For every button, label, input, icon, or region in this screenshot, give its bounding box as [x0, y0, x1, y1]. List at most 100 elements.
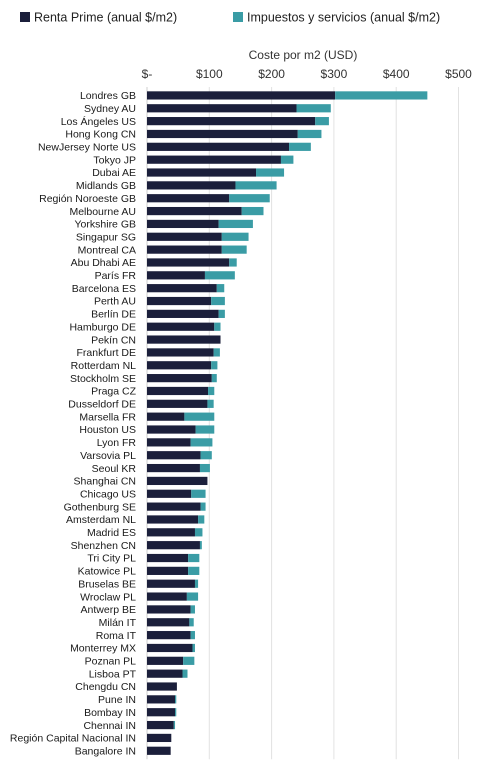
y-tick-label: Monterrey MX	[70, 643, 136, 655]
y-tick-label: Katowice PL	[78, 566, 137, 578]
y-tick-label: Londres GB	[80, 90, 136, 102]
bar-renta-prime	[147, 117, 316, 126]
bar-renta-prime	[147, 322, 215, 331]
y-tick-label: Región Capital Nacional IN	[10, 733, 136, 745]
bar-impuestos-servicios	[218, 309, 225, 318]
y-tick-label: Lyon FR	[97, 437, 137, 449]
bar-renta-prime	[147, 194, 230, 203]
y-tick-label: Melbourne AU	[69, 206, 136, 218]
x-axis-title: Coste por m2 (USD)	[249, 48, 358, 62]
bar-renta-prime	[147, 541, 200, 550]
y-tick-label: Abu Dhabi AE	[71, 257, 136, 269]
bar-renta-prime	[147, 245, 222, 254]
x-tick-label: $300	[321, 67, 348, 81]
y-tick-label: Bombay IN	[84, 707, 136, 719]
x-tick-label: $500	[445, 67, 472, 81]
bar-impuestos-servicios	[188, 553, 200, 563]
bar-renta-prime	[147, 746, 171, 755]
bar-impuestos-servicios	[184, 412, 215, 421]
y-tick-label: Yorkshire GB	[75, 219, 136, 231]
x-axis-ticks: $- $100 $200 $300 $400 $500	[142, 67, 473, 81]
y-tick-label: Gothenburg SE	[64, 501, 136, 513]
bar-impuestos-servicios	[182, 669, 188, 678]
bar-renta-prime	[147, 271, 205, 280]
bar-impuestos-servicios	[183, 656, 195, 665]
bar-impuestos-servicios	[221, 232, 249, 241]
bar-renta-prime	[147, 155, 281, 164]
y-tick-label: Singapur SG	[76, 231, 136, 243]
y-tick-label: Amsterdam NL	[66, 514, 136, 526]
bar-renta-prime	[147, 399, 208, 408]
bar-renta-prime	[147, 592, 187, 601]
y-tick-label: Hong Kong CN	[65, 129, 136, 141]
y-tick-label: Frankfurt DE	[76, 347, 136, 359]
y-tick-label: Madrid ES	[87, 527, 136, 539]
bar-renta-prime	[147, 258, 230, 267]
bar-renta-prime	[147, 476, 208, 486]
y-tick-label: Rotterdam NL	[71, 360, 137, 372]
bar-impuestos-servicios	[335, 91, 428, 100]
bar-impuestos-servicios	[216, 284, 225, 293]
y-tick-label: Sydney AU	[84, 103, 136, 115]
x-tick-label: $100	[196, 67, 223, 81]
x-tick-label: $-	[142, 67, 153, 81]
bar-renta-prime	[147, 348, 214, 357]
bar-renta-prime	[147, 425, 196, 434]
y-tick-label: Chennai IN	[83, 720, 136, 732]
bar-impuestos-servicios	[199, 541, 202, 550]
y-tick-label: Chengdu CN	[75, 681, 136, 693]
bar-impuestos-servicios	[213, 348, 220, 357]
y-tick-label: Dusseldorf DE	[68, 399, 136, 411]
bar-impuestos-servicios	[211, 374, 217, 383]
bar-renta-prime	[147, 502, 201, 511]
bar-impuestos-servicios	[221, 245, 247, 254]
bar-renta-prime	[147, 553, 189, 563]
bar-impuestos-servicios	[189, 618, 194, 627]
x-tick-label: $400	[383, 67, 410, 81]
legend-label-2: Impuestos y servicios (anual $/m2)	[247, 11, 440, 25]
bar-renta-prime	[147, 168, 257, 177]
legend-swatch-1	[20, 12, 30, 22]
y-tick-label: Chicago US	[80, 488, 136, 500]
bar-renta-prime	[147, 232, 222, 241]
bar-renta-prime	[147, 618, 190, 627]
bar-impuestos-servicios	[204, 271, 235, 280]
bar-impuestos-servicios	[173, 720, 176, 730]
bar-impuestos-servicios	[199, 463, 210, 473]
bar-renta-prime	[147, 682, 177, 691]
bar-impuestos-servicios	[190, 631, 195, 640]
bar-renta-prime	[147, 733, 172, 743]
legend-swatch-2	[233, 12, 243, 22]
bar-renta-prime	[147, 489, 192, 498]
bar-impuestos-servicios	[208, 386, 215, 396]
bar-renta-prime	[147, 695, 176, 704]
x-tick-label: $200	[258, 67, 285, 81]
y-tick-label: Barcelona ES	[72, 283, 136, 295]
bar-impuestos-servicios	[194, 579, 199, 588]
y-tick-label: Shanghai CN	[74, 476, 136, 488]
y-tick-label: Seoul KR	[92, 463, 137, 475]
y-tick-label: Roma IT	[96, 630, 137, 642]
y-tick-label: Bangalore IN	[75, 745, 136, 757]
y-tick-label: Marsella FR	[79, 411, 136, 423]
bar-renta-prime	[147, 284, 217, 293]
bar-impuestos-servicios	[200, 451, 212, 460]
bar-renta-prime	[147, 142, 290, 151]
bar-renta-prime	[147, 374, 212, 383]
y-tick-label: Antwerp BE	[81, 604, 136, 616]
bar-impuestos-servicios	[207, 399, 214, 408]
bar-renta-prime	[147, 579, 195, 588]
bar-renta-prime	[147, 720, 174, 730]
bar-impuestos-servicios	[214, 322, 221, 331]
y-tick-label: Pune IN	[98, 694, 136, 706]
bar-renta-prime	[147, 309, 219, 318]
y-tick-label: Región Noroeste GB	[39, 193, 136, 205]
bar-renta-prime	[147, 463, 200, 473]
legend-label-1: Renta Prime (anual $/m2)	[34, 11, 177, 25]
y-tick-label: Tokyo JP	[93, 154, 136, 166]
bar-renta-prime	[147, 605, 191, 614]
bar-renta-prime	[147, 515, 199, 524]
y-tick-label: Hamburgo DE	[69, 321, 136, 333]
bar-impuestos-servicios	[200, 502, 206, 511]
